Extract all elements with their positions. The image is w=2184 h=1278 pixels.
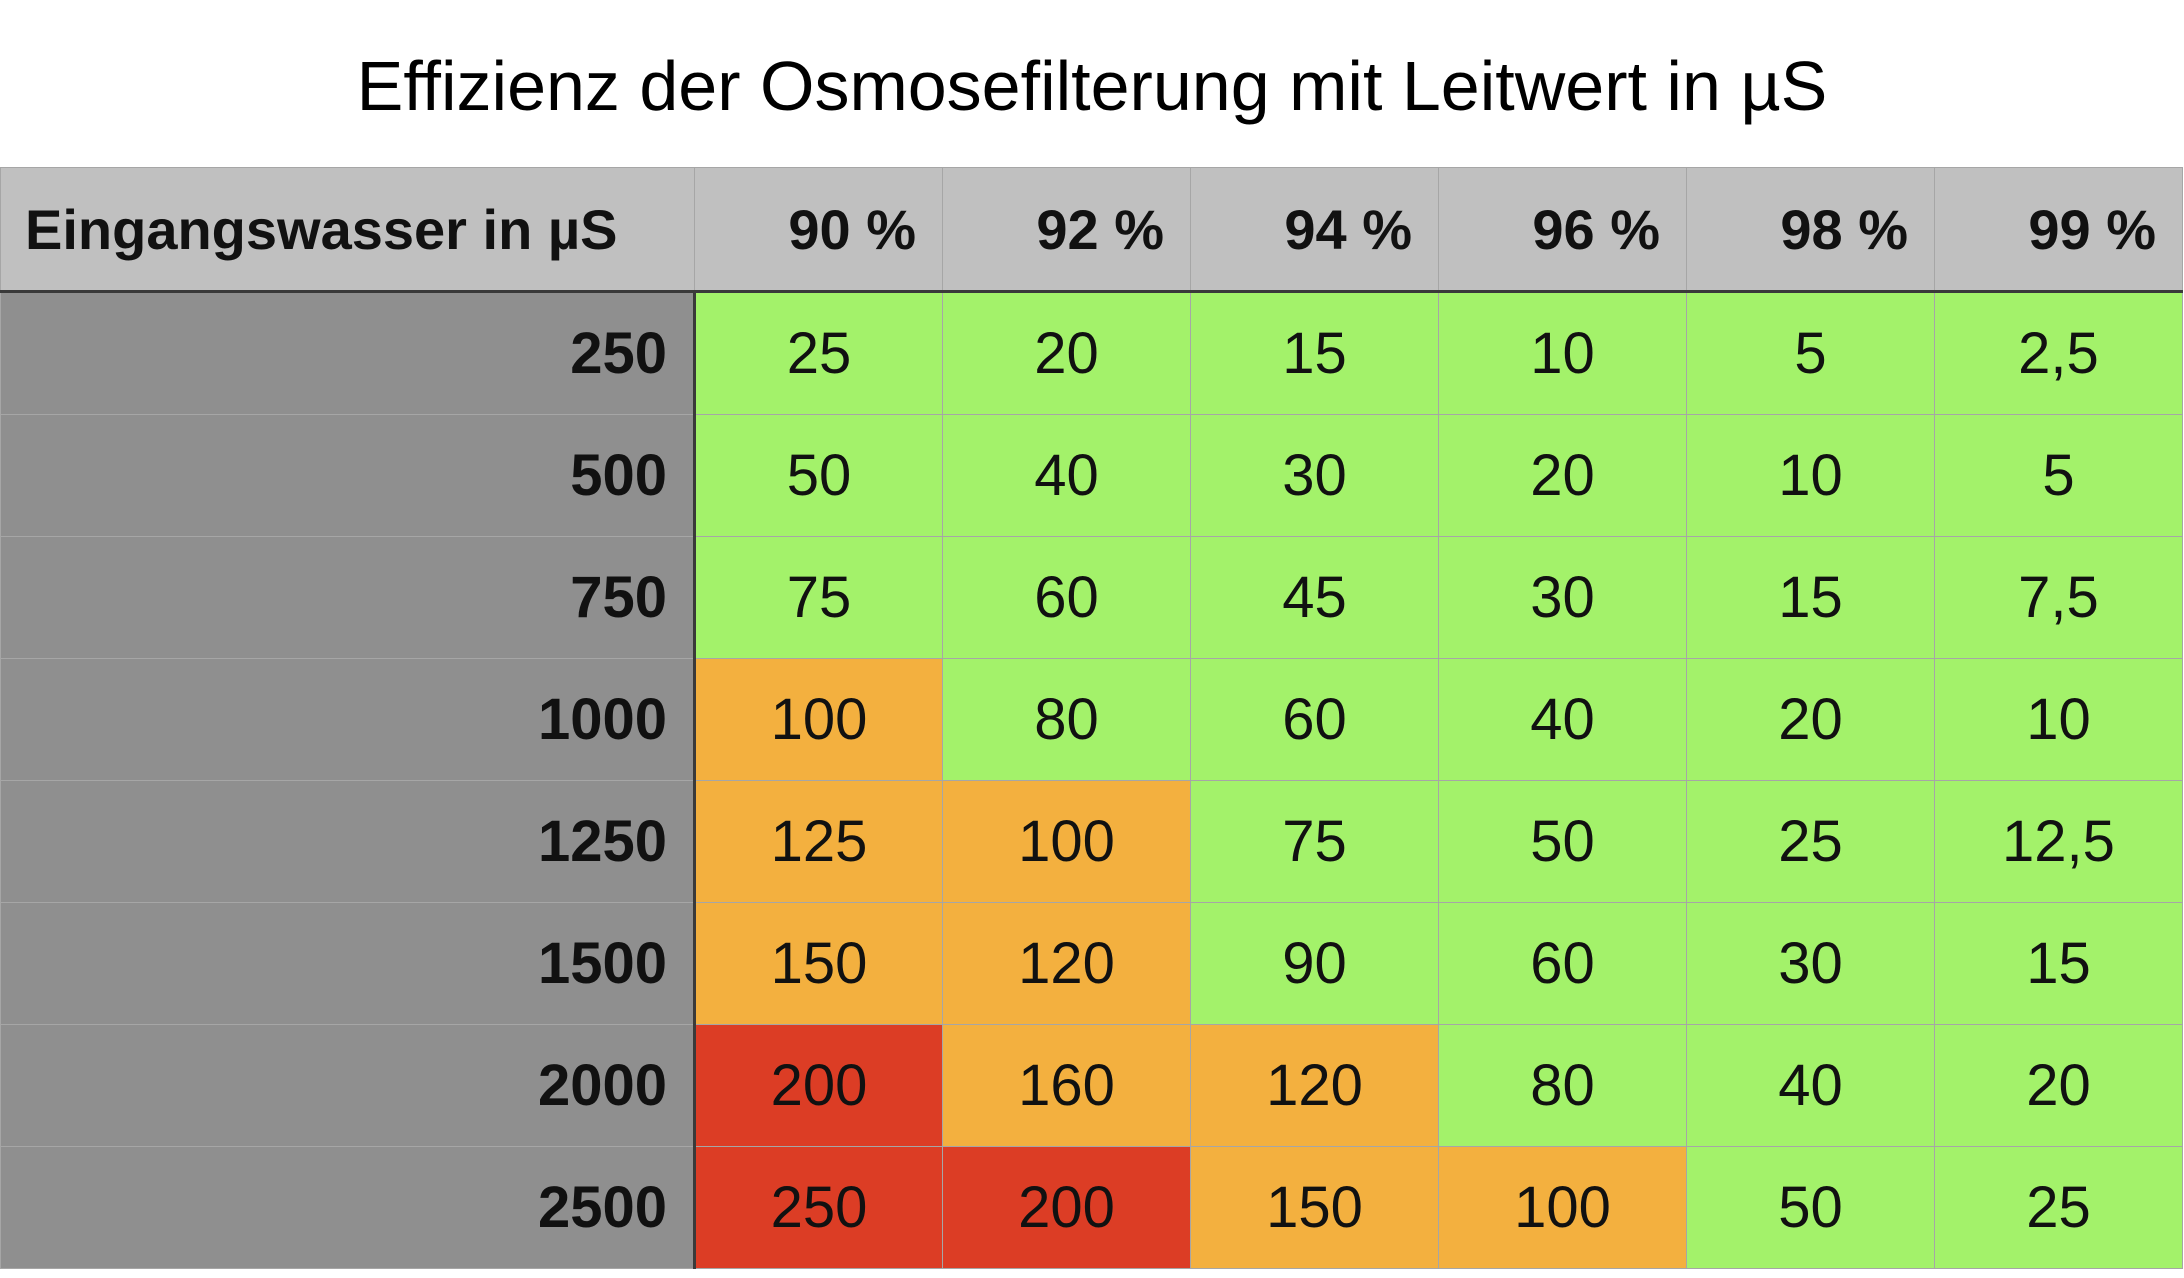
table-cell: 40 — [1686, 1024, 1935, 1147]
table-cell: 40 — [1438, 658, 1687, 781]
row-header: 1000 — [0, 658, 696, 781]
table-cell: 5 — [1934, 414, 2183, 537]
table-cell: 20 — [1686, 658, 1935, 781]
row-header: 250 — [0, 291, 696, 415]
row-header: 1500 — [0, 902, 696, 1025]
table-cell: 200 — [694, 1024, 943, 1147]
row-header: 1250 — [0, 780, 696, 903]
table-cell: 120 — [942, 902, 1191, 1025]
table-row: 2500 250 200 150 100 50 25 — [0, 1146, 2183, 1269]
table-cell: 45 — [1190, 536, 1439, 659]
column-header-96: 96 % — [1438, 167, 1687, 292]
column-header-94: 94 % — [1190, 167, 1439, 292]
table-cell: 25 — [694, 291, 943, 415]
table-cell: 60 — [1190, 658, 1439, 781]
table-cell: 25 — [1934, 1146, 2183, 1269]
table-body: 250 25 20 15 10 5 2,5 500 50 40 30 20 10 5 750 75 60 45 30… — [0, 291, 2183, 1269]
table-cell: 100 — [942, 780, 1191, 903]
table-cell: 250 — [694, 1146, 943, 1269]
table-cell: 60 — [1438, 902, 1687, 1025]
table-cell: 12,5 — [1934, 780, 2183, 903]
table-row: 250 25 20 15 10 5 2,5 — [0, 291, 2183, 415]
table-row: 500 50 40 30 20 10 5 — [0, 414, 2183, 537]
column-header-90: 90 % — [694, 167, 943, 292]
table-row: 1500 150 120 90 60 30 15 — [0, 902, 2183, 1025]
table-cell: 10 — [1686, 414, 1935, 537]
header-row: Eingangswasser in µS 90 % 92 % 94 % 96 %… — [0, 167, 2183, 292]
row-header: 500 — [0, 414, 696, 537]
table-cell: 20 — [942, 291, 1191, 415]
table-cell: 15 — [1686, 536, 1935, 659]
table-cell: 50 — [1438, 780, 1687, 903]
row-header: 750 — [0, 536, 696, 659]
table-row: 2000 200 160 120 80 40 20 — [0, 1024, 2183, 1147]
table-cell: 15 — [1934, 902, 2183, 1025]
column-header-92: 92 % — [942, 167, 1191, 292]
table-row: 1000 100 80 60 40 20 10 — [0, 658, 2183, 781]
table-row: 750 75 60 45 30 15 7,5 — [0, 536, 2183, 659]
table-cell: 30 — [1190, 414, 1439, 537]
table-cell: 50 — [1686, 1146, 1935, 1269]
table-cell: 75 — [1190, 780, 1439, 903]
table-cell: 60 — [942, 536, 1191, 659]
column-header-99: 99 % — [1934, 167, 2183, 292]
table-cell: 10 — [1934, 658, 2183, 781]
table-cell: 200 — [942, 1146, 1191, 1269]
table-cell: 15 — [1190, 291, 1439, 415]
table-row: 1250 125 100 75 50 25 12,5 — [0, 780, 2183, 903]
table-cell: 40 — [942, 414, 1191, 537]
table-cell: 125 — [694, 780, 943, 903]
table-cell: 80 — [942, 658, 1191, 781]
table-cell: 30 — [1438, 536, 1687, 659]
table-cell: 2,5 — [1934, 291, 2183, 415]
table-cell: 80 — [1438, 1024, 1687, 1147]
table-cell: 150 — [694, 902, 943, 1025]
table-cell: 150 — [1190, 1146, 1439, 1269]
table-cell: 90 — [1190, 902, 1439, 1025]
table-cell: 100 — [694, 658, 943, 781]
corner-header: Eingangswasser in µS — [0, 167, 695, 292]
table-cell: 25 — [1686, 780, 1935, 903]
chart-title: Effizienz der Osmosefilterung mit Leitwe… — [356, 47, 1828, 125]
table-cell: 50 — [694, 414, 943, 537]
table-cell: 100 — [1438, 1146, 1687, 1269]
table-cell: 10 — [1438, 291, 1687, 415]
table-cell: 20 — [1438, 414, 1687, 537]
efficiency-table: Eingangswasser in µS 90 % 92 % 94 % 96 %… — [0, 167, 2183, 1269]
table-cell: 160 — [942, 1024, 1191, 1147]
table-cell: 75 — [694, 536, 943, 659]
table-cell: 30 — [1686, 902, 1935, 1025]
row-header: 2000 — [0, 1024, 696, 1147]
row-header: 2500 — [0, 1146, 696, 1269]
table-cell: 7,5 — [1934, 536, 2183, 659]
table-cell: 120 — [1190, 1024, 1439, 1147]
table-cell: 20 — [1934, 1024, 2183, 1147]
column-header-98: 98 % — [1686, 167, 1935, 292]
table-cell: 5 — [1686, 291, 1935, 415]
